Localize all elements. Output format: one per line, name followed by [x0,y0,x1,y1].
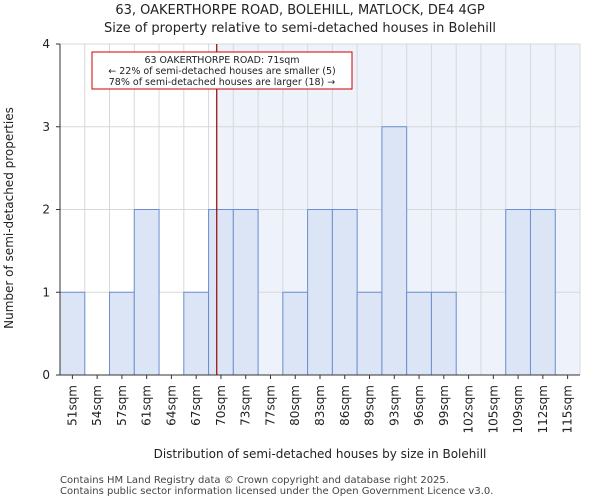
x-tick-label: 89sqm [363,385,377,426]
bar [59,291,86,376]
y-tick-label: 4 [42,37,50,51]
x-tick-label: 93sqm [387,385,401,426]
x-tick-label: 64sqm [164,385,178,426]
bar [133,209,160,376]
y-tick-label: 3 [42,120,50,134]
bar [356,291,383,376]
x-tick-label: 105sqm [486,385,500,433]
x-tick-label: 86sqm [338,385,352,426]
annotation-title: 63 OAKERTHORPE ROAD: 71sqm [144,55,299,66]
bar [430,291,457,376]
x-tick-label: 73sqm [239,385,253,426]
x-tick-label: 109sqm [511,385,525,433]
x-tick-label: 70sqm [214,385,228,426]
footer-line-2: Contains public sector information licen… [60,486,493,497]
bar [307,209,333,376]
chart-title: 63, OAKERTHORPE ROAD, BOLEHILL, MATLOCK,… [115,3,485,18]
x-tick-label: 115sqm [561,385,575,433]
footer-line-1: Contains HM Land Registry data © Crown c… [60,475,449,486]
bar [529,209,556,376]
x-tick-label: 102sqm [462,385,476,433]
bar [282,291,309,376]
y-tick-label: 0 [42,368,50,382]
x-tick-label: 57sqm [115,385,129,426]
annotation-larger: 78% of semi-detached houses are larger (… [109,77,336,88]
bar [406,291,432,376]
plot-area: 0 1 2 3 4 51sqm 54sqm 57sqm 61sqm 64sqm 67sqm 70sqm… [42,37,581,433]
x-tick-label: 96sqm [412,385,426,426]
bar [381,126,408,376]
x-tick-label: 61sqm [140,385,154,426]
y-tick-label: 2 [42,203,50,217]
x-tick-label: 83sqm [313,385,327,426]
x-tick-label: 77sqm [263,385,277,426]
x-tick-label: 112sqm [536,385,550,433]
bar [331,209,358,376]
x-tick-label: 54sqm [90,385,104,426]
x-tick-label: 51sqm [65,385,79,426]
x-tick-label: 67sqm [189,385,203,426]
x-tick-label: 99sqm [437,385,451,426]
bar [183,291,210,376]
annotation-smaller: ← 22% of semi-detached houses are smalle… [108,66,336,77]
bar [232,209,259,376]
x-tick-label: 80sqm [288,385,302,426]
y-tick-label: 1 [42,285,50,299]
x-axis-label: Distribution of semi-detached houses by … [154,447,487,461]
annotation-box [91,51,353,90]
y-axis-label: Number of semi-detached properties [2,107,16,329]
bar [109,291,135,376]
bar [505,209,531,376]
bar [208,209,234,376]
chart-subtitle: Size of property relative to semi-detach… [104,21,496,36]
